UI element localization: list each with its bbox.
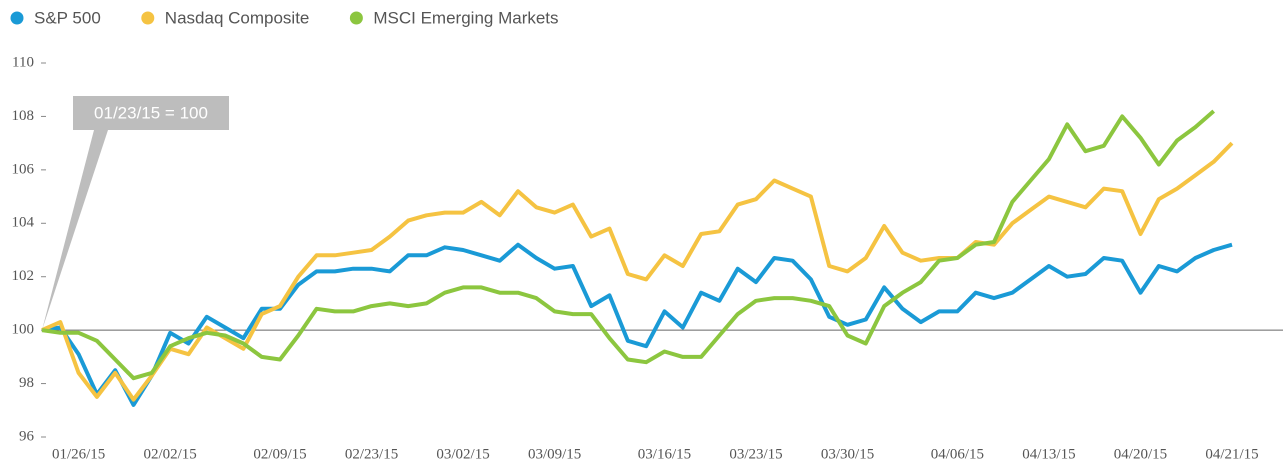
annotation-box — [73, 96, 229, 130]
y-tick-label: 98 — [19, 375, 34, 391]
x-tick-label: 02/02/15 — [143, 446, 196, 462]
x-tick-label: 02/23/15 — [345, 446, 398, 462]
x-tick-label: 03/30/15 — [821, 446, 874, 462]
x-tick-label: 04/13/15 — [1022, 446, 1075, 462]
annotation-text: 01/23/15 = 100 — [94, 103, 208, 122]
y-tick-label: 104 — [12, 215, 35, 231]
x-tick-label: 04/06/15 — [931, 446, 984, 462]
y-tick-label: 100 — [12, 322, 35, 338]
legend-marker — [349, 11, 363, 25]
legend-label: MSCI Emerging Markets — [373, 8, 558, 27]
y-tick-label: 108 — [12, 108, 35, 124]
y-tick-label: 102 — [12, 268, 35, 284]
legend-marker — [10, 11, 24, 25]
x-tick-label: 03/16/15 — [638, 446, 691, 462]
legend-label: Nasdaq Composite — [165, 8, 310, 27]
x-tick-label: 03/23/15 — [729, 446, 782, 462]
series-line — [41, 109, 1216, 381]
x-tick-label: 04/21/15 — [1205, 446, 1258, 462]
x-tick-label: 01/26/15 — [52, 446, 105, 462]
legend-label: S&P 500 — [34, 8, 101, 27]
annotation-pointer — [42, 130, 108, 331]
y-tick-label: 110 — [12, 54, 34, 70]
series-line — [41, 242, 1233, 407]
x-tick-label: 04/20/15 — [1114, 446, 1167, 462]
x-tick-label: 03/09/15 — [528, 446, 581, 462]
y-tick-label: 106 — [12, 161, 35, 177]
x-tick-label: 02/09/15 — [253, 446, 306, 462]
x-tick-label: 03/02/15 — [436, 446, 489, 462]
y-tick-label: 96 — [19, 428, 35, 444]
series-line — [41, 141, 1234, 402]
legend-marker — [141, 11, 155, 25]
